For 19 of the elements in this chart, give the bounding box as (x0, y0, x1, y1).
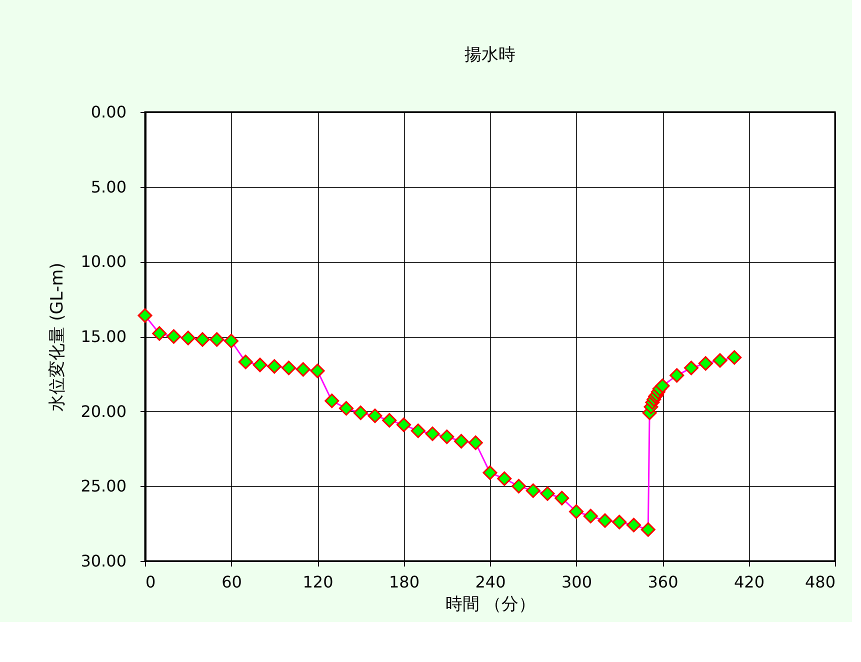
y-axis-title: 水位変化量 (GL-m) (48, 262, 68, 412)
x-tick-label: 300 (561, 572, 592, 592)
chart-title: 揚水時 (464, 45, 516, 65)
y-tick-label: 10.00 (80, 252, 126, 272)
y-tick-label: 25.00 (80, 476, 126, 496)
y-tick-label: 5.00 (90, 177, 126, 196)
x-tick-label: 180 (388, 572, 420, 592)
x-tick-label: 240 (475, 572, 506, 592)
y-tick-label: 30.00 (80, 552, 126, 570)
y-tick-label: 0.00 (90, 102, 126, 122)
x-tick-label: 60 (222, 572, 242, 592)
x-tick-label: 360 (648, 572, 678, 592)
x-tick-label: 0 (146, 572, 156, 592)
x-tick-label: 480 (804, 572, 836, 592)
y-tick-label: 15.00 (80, 327, 126, 346)
x-tick-label: 420 (734, 572, 765, 592)
x-tick-label: 120 (302, 572, 334, 592)
y-tick-label: 20.00 (80, 402, 126, 421)
x-axis-title: 時間 （分） (445, 594, 536, 614)
